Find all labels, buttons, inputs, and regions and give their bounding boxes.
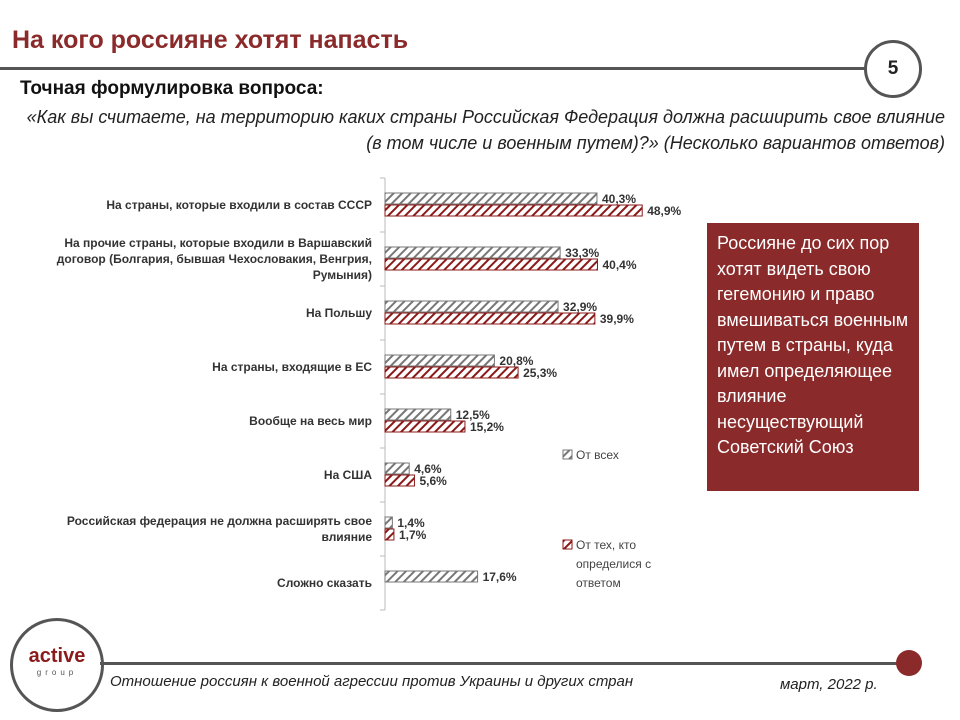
bar-all bbox=[384, 516, 393, 529]
bar-all bbox=[384, 570, 479, 583]
category-label: Сложно сказать bbox=[277, 576, 372, 590]
data-label: 39,9% bbox=[600, 312, 634, 326]
footer-text: Отношение россиян к военной агрессии про… bbox=[110, 673, 634, 690]
bar-decided bbox=[384, 366, 519, 379]
bar-decided bbox=[384, 312, 596, 325]
category-label: Румыния) bbox=[313, 268, 372, 282]
question-heading: Точная формулировка вопроса: bbox=[20, 78, 324, 99]
data-label: 40,3% bbox=[602, 192, 636, 206]
slide-title: На кого россияне хотят напасть bbox=[12, 26, 409, 54]
category-label: На США bbox=[324, 468, 372, 482]
bar-all bbox=[384, 408, 452, 421]
bar-all bbox=[384, 354, 495, 367]
header-divider bbox=[0, 67, 870, 70]
data-label: 1,7% bbox=[399, 528, 427, 542]
data-label: 12,5% bbox=[456, 408, 490, 422]
bar-decided bbox=[384, 528, 395, 541]
category-label: На страны, входящие в ЕС bbox=[212, 360, 372, 374]
category-label: На страны, которые входили в состав СССР bbox=[106, 198, 372, 212]
category-label: На Польшу bbox=[306, 306, 372, 320]
bar-decided bbox=[384, 258, 599, 271]
legend-label-decided: ответом bbox=[576, 576, 621, 590]
question-text: «Как вы считаете, на территорию каких ст… bbox=[26, 107, 945, 153]
legend-swatch-all bbox=[562, 449, 573, 460]
bar-all bbox=[384, 300, 559, 313]
footer-date: март, 2022 р. bbox=[780, 676, 878, 693]
data-label: 4,6% bbox=[414, 462, 442, 476]
legend-label-decided: От тех, кто bbox=[576, 538, 636, 552]
bar-all bbox=[384, 462, 410, 475]
footer-dot bbox=[896, 650, 922, 676]
bar-decided bbox=[384, 204, 643, 217]
bar-all bbox=[384, 246, 561, 259]
data-label: 48,9% bbox=[647, 204, 681, 218]
data-label: 32,9% bbox=[563, 300, 597, 314]
footer-divider bbox=[100, 662, 900, 665]
callout-box: Россияне до сих пор хотят видеть свою ге… bbox=[707, 223, 919, 491]
active-group-logo: active group bbox=[10, 618, 104, 712]
data-label: 1,4% bbox=[397, 516, 425, 530]
data-label: 17,6% bbox=[483, 570, 517, 584]
data-label: 5,6% bbox=[419, 474, 447, 488]
category-label: На прочие страны, которые входили в Варш… bbox=[64, 236, 372, 250]
category-label: влияние bbox=[321, 530, 372, 544]
category-label: Вообще на весь мир bbox=[249, 414, 372, 428]
data-label: 25,3% bbox=[523, 366, 557, 380]
data-label: 33,3% bbox=[565, 246, 599, 260]
data-label: 40,4% bbox=[603, 258, 637, 272]
data-label: 20,8% bbox=[499, 354, 533, 368]
category-label: Российская федерация не должна расширять… bbox=[67, 514, 372, 528]
logo-sub: group bbox=[36, 668, 78, 677]
legend-label-all: От всех bbox=[576, 448, 619, 462]
bar-decided bbox=[384, 474, 415, 487]
logo-main: active bbox=[28, 645, 86, 667]
bar-all bbox=[384, 192, 598, 205]
data-label: 15,2% bbox=[470, 420, 504, 434]
bar-decided bbox=[384, 420, 466, 433]
category-label: договор (Болгария, бывшая Чехословакия, … bbox=[57, 252, 372, 266]
page-number: 5 bbox=[864, 40, 922, 98]
legend-label-decided: определися с bbox=[576, 557, 651, 571]
legend-swatch-decided bbox=[562, 539, 573, 550]
